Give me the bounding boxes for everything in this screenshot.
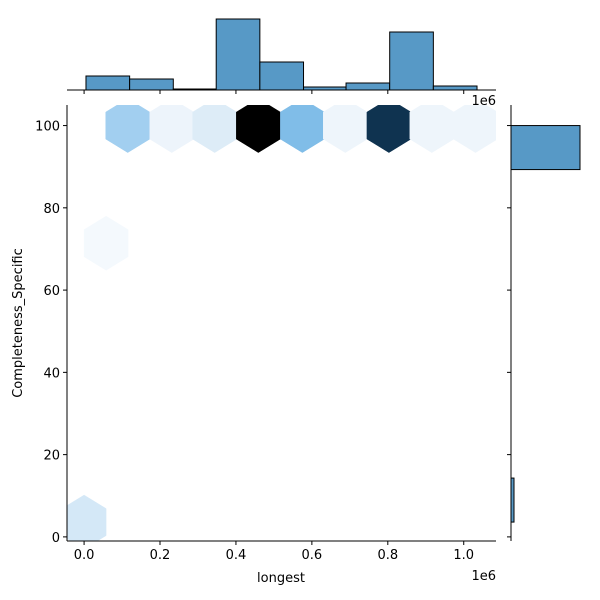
hexbin (192, 105, 237, 153)
y-tick-label: 20 (43, 449, 60, 464)
hexbin (105, 105, 150, 153)
y-tick-label: 60 (43, 284, 60, 299)
x-tick-label: 0.8 (377, 548, 398, 563)
x-tick-label: 1.0 (453, 548, 474, 563)
y-tick-label: 40 (43, 366, 60, 381)
right-hist-bar (510, 125, 581, 171)
hexbin (67, 494, 107, 541)
hexbin (280, 105, 325, 153)
y-tick-label: 0 (52, 531, 60, 546)
top-hist-bar (432, 85, 478, 91)
top-hist-bar (129, 78, 174, 91)
axes: 0.0 0.2 0.4 0.6 0.8 1.0 0 20 40 60 80 100 (35, 90, 511, 563)
x-tick-label: 0.4 (226, 548, 247, 563)
top-marginal-histogram (67, 18, 496, 91)
top-hist-bar (389, 31, 434, 91)
hexbin (366, 105, 412, 153)
hexbin (236, 105, 281, 153)
top-hist-bar (259, 61, 305, 91)
x-tick-label: 0.2 (150, 548, 171, 563)
hexbin (83, 215, 129, 271)
y-tick-label: 80 (43, 202, 60, 217)
x-tick-label: 0.0 (74, 548, 95, 563)
hexbin (453, 105, 496, 153)
right-marginal-histogram (510, 105, 581, 541)
top-offset-label: 1e6 (471, 94, 496, 109)
hexbin (149, 105, 195, 153)
x-offset-label: 1e6 (471, 569, 496, 584)
top-hist-bar (215, 18, 261, 91)
x-axis-label: longest (257, 571, 305, 586)
hexbin (409, 105, 455, 153)
hexbin (323, 105, 368, 153)
y-tick-label: 100 (35, 120, 60, 135)
hexbin-plot (67, 105, 496, 541)
x-tick-label: 0.6 (302, 548, 323, 563)
top-hist-bar (85, 75, 131, 91)
y-axis-label: Completeness_Specific (11, 248, 26, 398)
top-hist-bar (345, 82, 391, 91)
